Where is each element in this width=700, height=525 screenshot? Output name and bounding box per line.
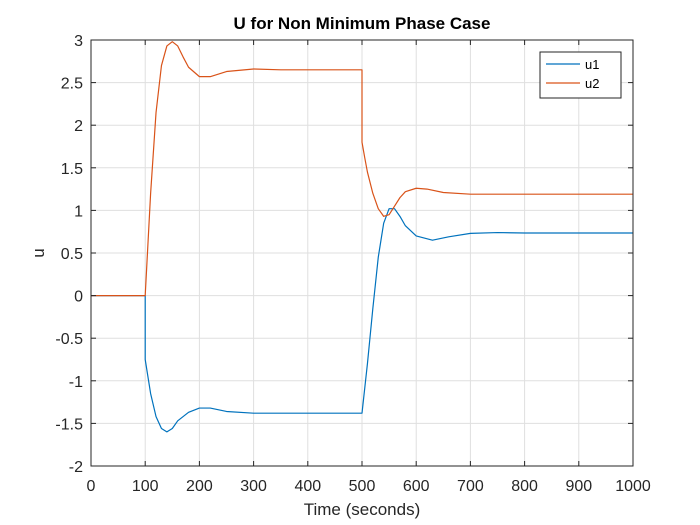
chart-title: U for Non Minimum Phase Case <box>234 14 491 33</box>
x-tick-label: 600 <box>403 478 430 495</box>
x-tick-label: 700 <box>457 478 484 495</box>
x-tick-label: 900 <box>565 478 592 495</box>
y-tick-label: 0 <box>74 289 83 306</box>
y-axis-label: u <box>29 248 48 257</box>
x-tick-label: 1000 <box>615 478 651 495</box>
series-layer <box>91 41 633 433</box>
y-tick-label: 1.5 <box>61 161 83 178</box>
x-tick-label: 300 <box>240 478 267 495</box>
x-tick-label: 500 <box>349 478 376 495</box>
x-tick-label: 100 <box>132 478 159 495</box>
x-tick-label: 0 <box>87 478 96 495</box>
ticks: 0 100 200 300 400 500 600 700 800 900 1000 -2 -1.5 -1… <box>55 33 650 495</box>
series-line-u1 <box>91 208 633 433</box>
y-tick-label: 2.5 <box>61 76 83 93</box>
series-line-u2 <box>91 41 633 297</box>
x-tick-label: 800 <box>511 478 538 495</box>
legend-label-u1: u1 <box>585 57 599 72</box>
y-tick-label: 2 <box>74 118 83 135</box>
legend-box <box>539 51 622 99</box>
x-axis-label: Time (seconds) <box>304 500 421 519</box>
y-tick-label: -0.5 <box>55 331 83 348</box>
y-tick-label: -2 <box>69 459 83 476</box>
y-tick-label: -1 <box>69 374 83 391</box>
x-tick-label: 200 <box>186 478 213 495</box>
y-tick-label: 0.5 <box>61 246 83 263</box>
y-tick-label: -1.5 <box>55 416 83 433</box>
y-tick-label: 1 <box>74 203 83 220</box>
y-tick-label: 3 <box>74 33 83 50</box>
legend-label-u2: u2 <box>585 76 599 91</box>
x-tick-label: 400 <box>294 478 321 495</box>
